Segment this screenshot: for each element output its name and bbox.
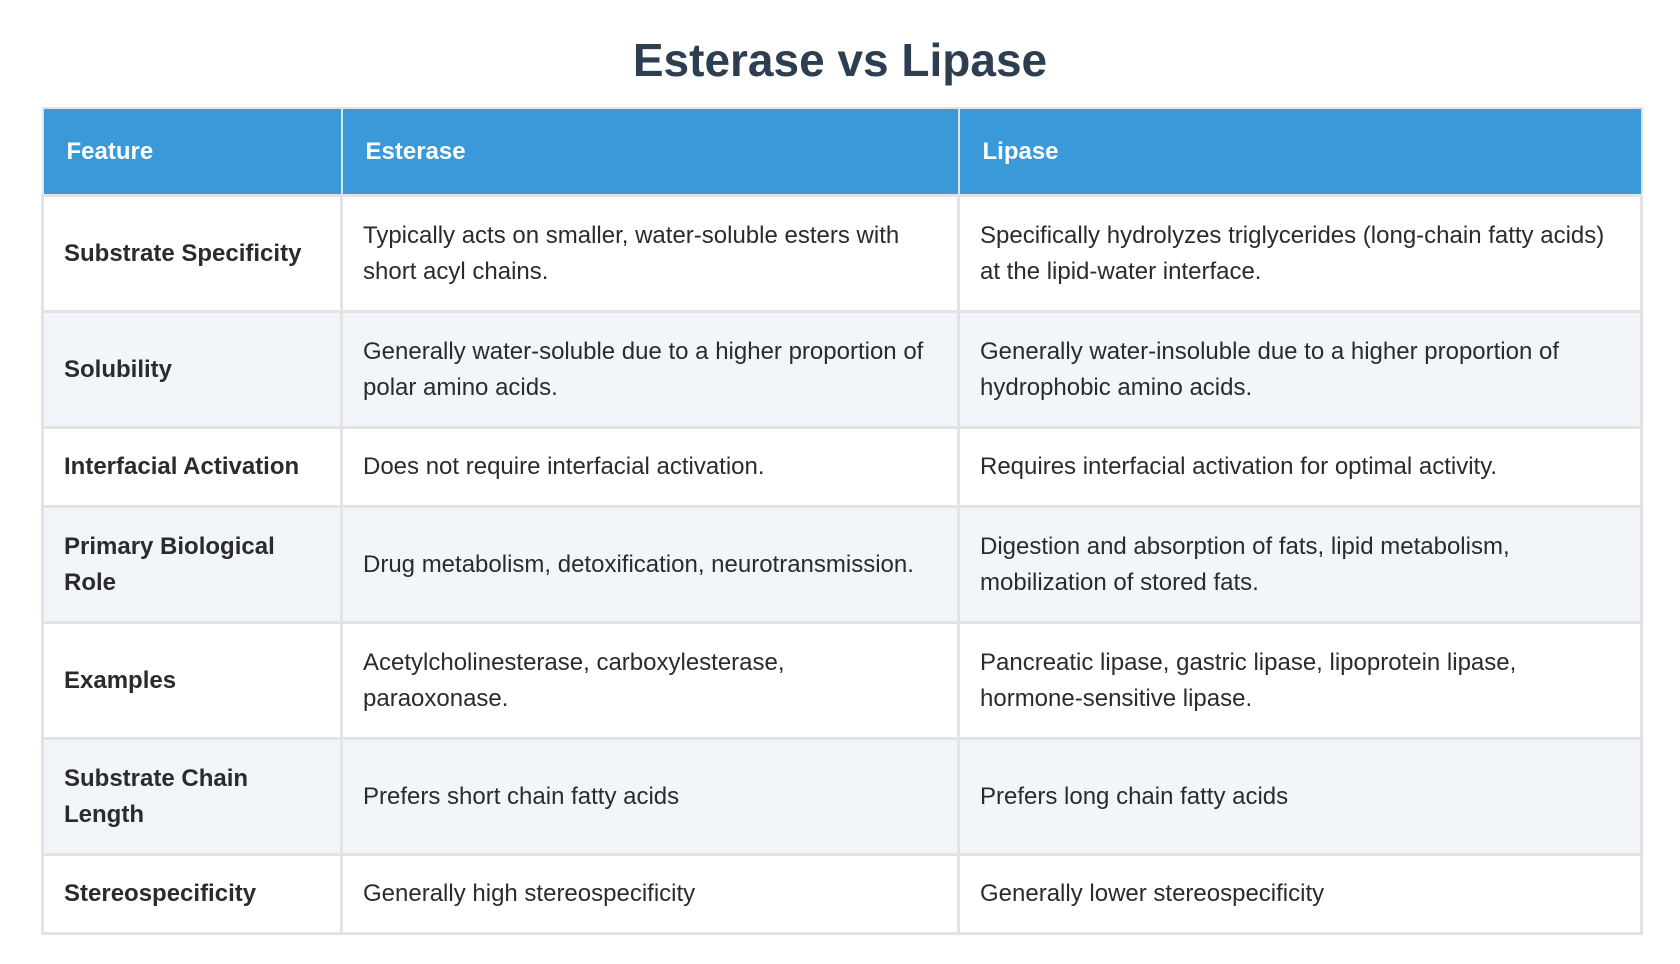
table-row: Examples Acetylcholinesterase, carboxyle… [41, 621, 1643, 740]
table-row: Substrate Chain Length Prefers short cha… [41, 737, 1643, 856]
table-row: Substrate Specificity Typically acts on … [41, 194, 1643, 313]
header-feature: Feature [41, 107, 343, 197]
table-row: Primary Biological Role Drug metabolism,… [41, 505, 1643, 624]
lipase-cell: Prefers long chain fatty acids [957, 737, 1643, 856]
comparison-table: Feature Esterase Lipase Substrate Specif… [41, 107, 1643, 935]
lipase-cell: Generally lower stereospecificity [957, 853, 1643, 935]
table-row: Stereospecificity Generally high stereos… [41, 853, 1643, 935]
esterase-cell: Typically acts on smaller, water-soluble… [340, 194, 960, 313]
esterase-cell: Does not require interfacial activation. [340, 426, 960, 508]
esterase-cell: Drug metabolism, detoxification, neurotr… [340, 505, 960, 624]
lipase-cell: Generally water-insoluble due to a highe… [957, 310, 1643, 429]
feature-cell: Substrate Chain Length [41, 737, 343, 856]
esterase-cell: Acetylcholinesterase, carboxylesterase, … [340, 621, 960, 740]
table-row: Interfacial Activation Does not require … [41, 426, 1643, 508]
esterase-cell: Generally water-soluble due to a higher … [340, 310, 960, 429]
lipase-cell: Pancreatic lipase, gastric lipase, lipop… [957, 621, 1643, 740]
header-row: Feature Esterase Lipase [41, 107, 1643, 197]
lipase-cell: Digestion and absorption of fats, lipid … [957, 505, 1643, 624]
feature-cell: Substrate Specificity [41, 194, 343, 313]
feature-cell: Examples [41, 621, 343, 740]
feature-cell: Interfacial Activation [41, 426, 343, 508]
feature-cell: Primary Biological Role [41, 505, 343, 624]
table-body: Substrate Specificity Typically acts on … [41, 194, 1643, 935]
header-lipase: Lipase [957, 107, 1643, 197]
esterase-cell: Prefers short chain fatty acids [340, 737, 960, 856]
page-title: Esterase vs Lipase [632, 34, 1048, 86]
table-row: Solubility Generally water-soluble due t… [41, 310, 1643, 429]
feature-cell: Stereospecificity [41, 853, 343, 935]
esterase-cell: Generally high stereospecificity [340, 853, 960, 935]
feature-cell: Solubility [41, 310, 343, 429]
lipase-cell: Specifically hydrolyzes triglycerides (l… [957, 194, 1643, 313]
header-esterase: Esterase [340, 107, 960, 197]
lipase-cell: Requires interfacial activation for opti… [957, 426, 1643, 508]
table-header: Feature Esterase Lipase [41, 107, 1643, 197]
